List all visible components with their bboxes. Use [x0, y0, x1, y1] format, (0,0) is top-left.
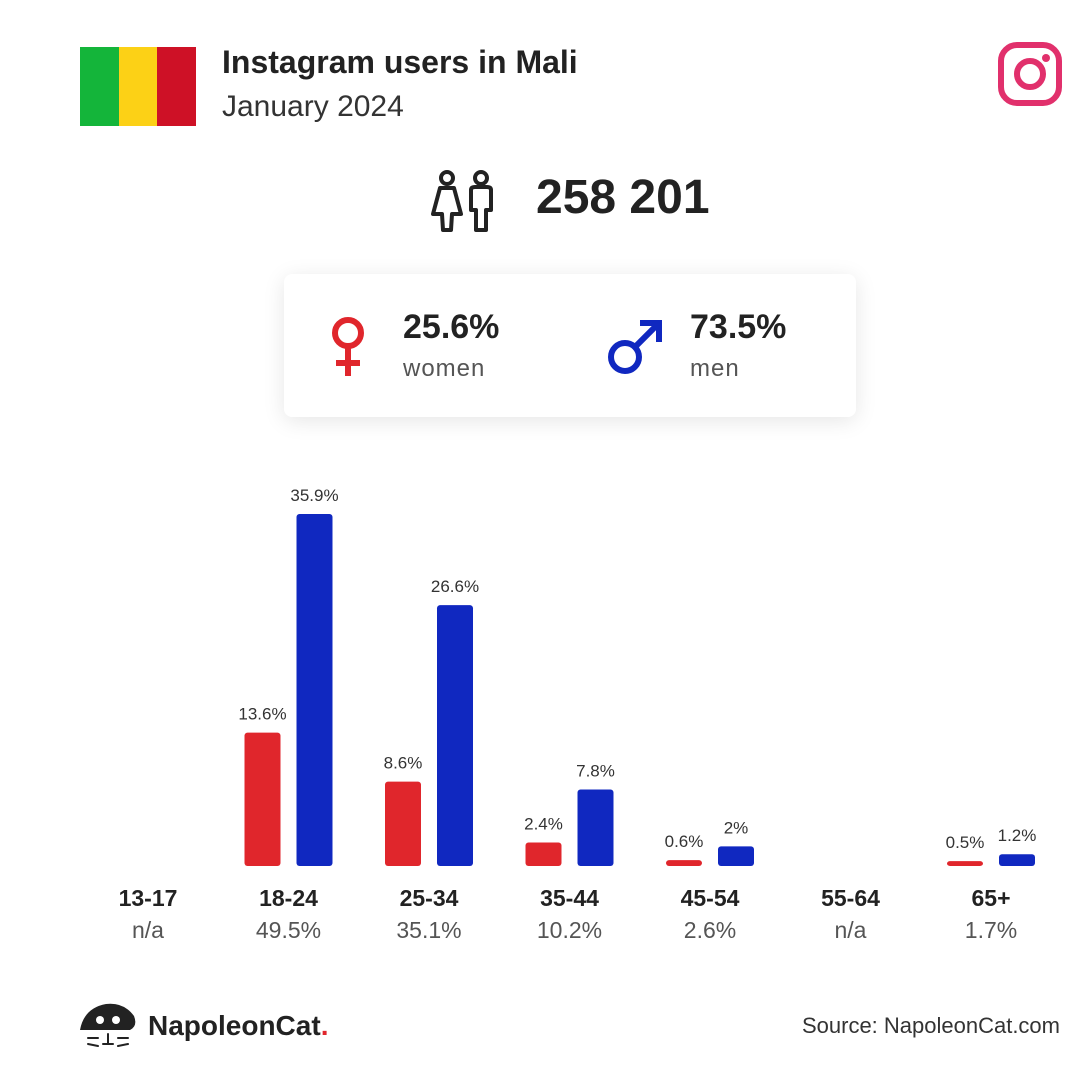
data-label-men-65+: 1.2%: [998, 826, 1037, 845]
category-label-65+: 65+: [971, 885, 1010, 911]
data-label-women-18-24: 13.6%: [238, 705, 286, 724]
data-label-women-45-54: 0.6%: [665, 832, 704, 851]
bar-women-45-54: [666, 860, 702, 866]
bar-women-25-34: [385, 781, 421, 866]
flag-stripe-green: [80, 47, 119, 126]
men-percentage: 73.5%: [690, 308, 787, 346]
flag-stripe-red: [157, 47, 197, 126]
data-label-men-25-34: 26.6%: [431, 577, 479, 596]
brand-dot: .: [320, 1010, 329, 1041]
category-total-65+: 1.7%: [965, 917, 1017, 943]
category-total-55-64: n/a: [835, 917, 867, 943]
bar-men-45-54: [718, 846, 754, 866]
women-label: women: [403, 355, 486, 382]
category-total-45-54: 2.6%: [684, 917, 736, 943]
napoleoncat-logo-icon: [80, 1003, 136, 1047]
bar-women-65+: [947, 861, 983, 866]
bar-men-25-34: [437, 605, 473, 866]
instagram-icon: [998, 42, 1062, 106]
women-percentage: 25.6%: [403, 308, 500, 346]
bar-men-18-24: [296, 514, 333, 866]
category-total-13-17: n/a: [132, 917, 164, 943]
bar-men-65+: [999, 854, 1035, 866]
page-subtitle: January 2024: [222, 90, 404, 123]
category-label-25-34: 25-34: [400, 885, 459, 911]
flag-stripe-yellow: [118, 47, 158, 126]
gender-card: 25.6% women 73.5% men: [284, 274, 856, 417]
female-symbol-icon: [332, 317, 364, 376]
category-total-35-44: 10.2%: [537, 917, 602, 943]
male-symbol-icon: [608, 320, 662, 374]
bar-women-18-24: [244, 732, 281, 866]
category-label-45-54: 45-54: [681, 885, 740, 911]
total-users: 258 201: [536, 171, 710, 224]
bar-women-35-44: [525, 842, 562, 866]
bar-men-35-44: [577, 789, 614, 866]
category-total-18-24: 49.5%: [256, 917, 321, 943]
data-label-men-45-54: 2%: [724, 818, 749, 837]
users-icon: [431, 170, 493, 232]
category-total-25-34: 35.1%: [396, 917, 461, 943]
category-label-13-17: 13-17: [119, 885, 178, 911]
category-label-18-24: 18-24: [259, 885, 318, 911]
data-label-women-35-44: 2.4%: [524, 814, 563, 833]
page-title: Instagram users in Mali: [222, 44, 578, 80]
mali-flag: [80, 47, 197, 126]
data-label-women-65+: 0.5%: [946, 833, 985, 852]
category-label-35-44: 35-44: [540, 885, 599, 911]
age-gender-bar-chart: 13-17 n/a 13.6% 35.9% 18-24 49.5% 8.6% 26.6% 25-…: [119, 486, 1037, 943]
data-label-men-18-24: 35.9%: [290, 486, 338, 505]
data-label-men-35-44: 7.8%: [576, 762, 615, 781]
data-label-women-25-34: 8.6%: [384, 754, 423, 773]
men-label: men: [690, 355, 740, 382]
brand-name: NapoleonCat.: [148, 1010, 329, 1041]
source-text: Source: NapoleonCat.com: [801, 1013, 1060, 1038]
category-label-55-64: 55-64: [821, 885, 880, 911]
